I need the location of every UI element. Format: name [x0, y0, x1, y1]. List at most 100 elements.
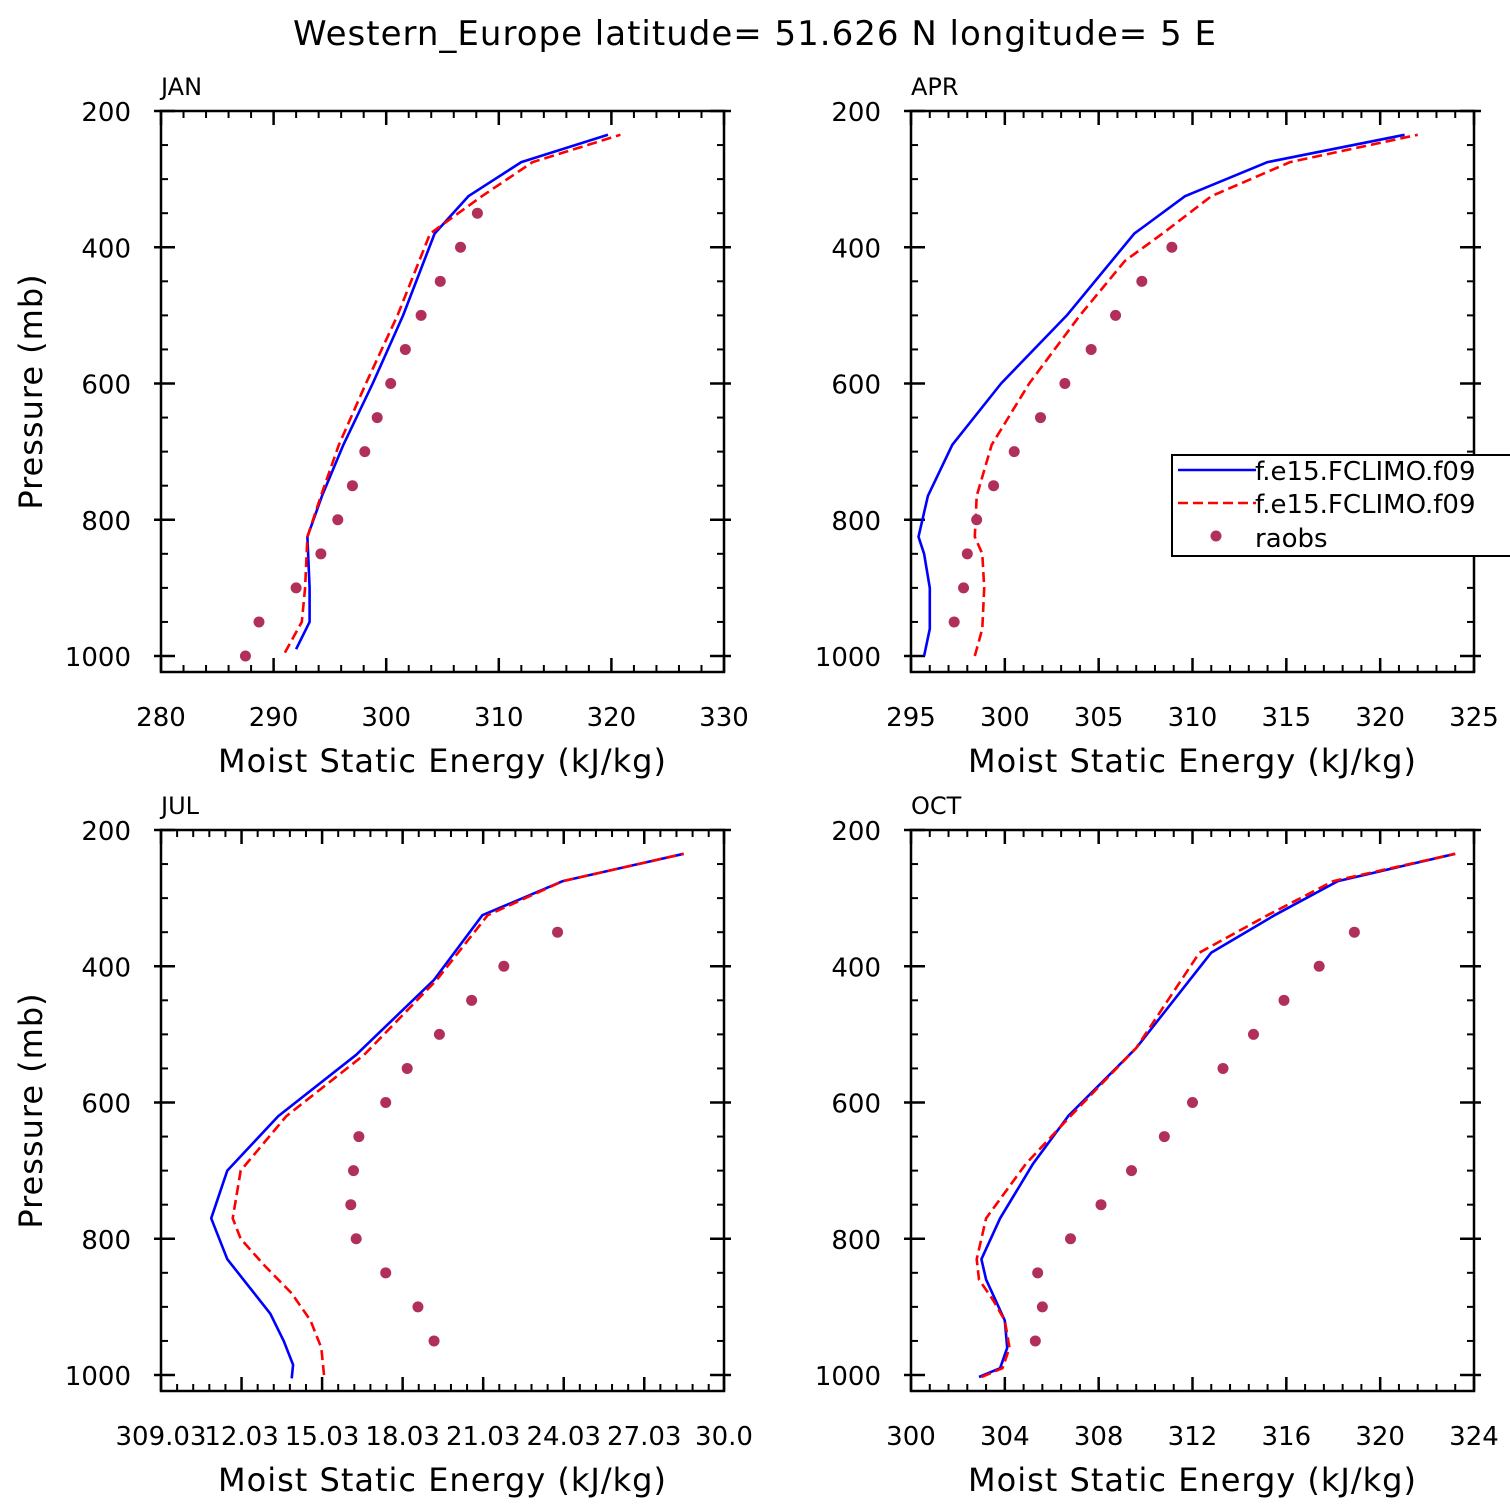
- x-tick-label: 320: [1355, 703, 1405, 733]
- x-tick-label: 280: [136, 703, 186, 733]
- raobs-point: [1313, 960, 1325, 972]
- panel-month-label: OCT: [911, 792, 962, 820]
- y-tick-label: 200: [831, 817, 881, 847]
- raobs-point: [253, 616, 265, 628]
- y-tick-label: 400: [81, 234, 131, 264]
- x-tick-label: 310: [1168, 703, 1218, 733]
- raobs-point: [428, 1335, 440, 1347]
- x-axis-label: Moist Static Energy (kJ/kg): [218, 1461, 667, 1499]
- plot-frame: [159, 109, 726, 674]
- raobs-point: [434, 275, 446, 287]
- x-tick-label: 308: [1074, 1422, 1124, 1452]
- model-series-dashed: [231, 852, 684, 1376]
- x-tick-label: 24.03: [526, 1422, 600, 1452]
- y-tick-label: 400: [831, 953, 881, 983]
- x-tick-label: 295: [886, 703, 936, 733]
- raobs-point: [1217, 1062, 1229, 1074]
- x-tick-label: 324: [1449, 1422, 1499, 1452]
- raobs-point: [350, 1233, 362, 1245]
- raobs-point: [380, 1267, 392, 1279]
- raobs-point: [401, 1062, 413, 1074]
- model-series-dashed: [975, 852, 1456, 1379]
- raobs-point: [552, 926, 564, 938]
- y-tick-label: 600: [831, 1090, 881, 1120]
- model-series-dashed: [283, 133, 621, 654]
- raobs-point: [412, 1301, 424, 1313]
- raobs-point: [471, 207, 483, 219]
- x-tick-label: 312: [1168, 1422, 1218, 1452]
- panel-month-label: APR: [911, 73, 959, 101]
- x-tick-label: 15.03: [285, 1422, 359, 1452]
- x-tick-label: 18.03: [365, 1422, 439, 1452]
- x-tick-label: 309.03: [116, 1422, 207, 1452]
- y-tick-label: 1000: [65, 1362, 131, 1392]
- legend-box: [1171, 454, 1510, 557]
- raobs-point: [290, 582, 302, 594]
- x-tick-label: 30.0: [695, 1422, 753, 1452]
- raobs-point: [948, 616, 960, 628]
- y-tick-label: 1000: [815, 643, 881, 673]
- y-tick-label: 1000: [65, 643, 131, 673]
- raobs-point: [359, 446, 371, 458]
- model-series-dashed: [973, 133, 1418, 657]
- raobs-point: [385, 378, 397, 389]
- panel-jan: JAN 280 290 300 310 320 330 200 400 600 800 1000 Moi…: [12, 73, 749, 780]
- panel-apr: APR 295 300 305 310 315 320 325 200 400 600 800 1000…: [815, 73, 1499, 780]
- panel-month-label: JUL: [159, 792, 200, 820]
- raobs-point: [1065, 1233, 1077, 1245]
- y-tick-label: 600: [831, 371, 881, 401]
- legend-label: raobs: [1255, 524, 1328, 554]
- figure-title: Western_Europe latitude= 51.626 N longit…: [293, 14, 1217, 54]
- x-tick-label: 305: [1074, 703, 1124, 733]
- x-tick-label: 12.03: [204, 1422, 278, 1452]
- raobs-point: [315, 548, 327, 560]
- model-series-solid: [978, 852, 1456, 1379]
- legend-label: f.e15.FCLIMO.f09: [1255, 457, 1475, 487]
- raobs-point: [1136, 275, 1148, 287]
- raobs-point: [971, 514, 983, 526]
- raobs-point: [353, 1131, 365, 1143]
- raobs-point: [1059, 378, 1071, 389]
- x-axis-label: Moist Static Energy (kJ/kg): [968, 742, 1417, 780]
- raobs-point: [415, 309, 427, 321]
- raobs-point: [347, 1165, 359, 1177]
- plot-frame: [909, 828, 1476, 1393]
- x-axis-label: Moist Static Energy (kJ/kg): [968, 1461, 1417, 1499]
- x-tick-label: 304: [980, 1422, 1030, 1452]
- raobs-point: [371, 412, 383, 424]
- raobs-point: [1095, 1199, 1107, 1211]
- panels: JAN 280 290 300 310 320 330 200 400 600 800 1000 Moi…: [12, 73, 1499, 1499]
- raobs-point: [399, 343, 411, 355]
- raobs-point: [1110, 309, 1122, 321]
- y-tick-label: 800: [81, 507, 131, 537]
- y-tick-label: 800: [831, 507, 881, 537]
- model-series-solid: [209, 852, 684, 1379]
- panel-month-label: JAN: [159, 73, 202, 101]
- raobs-point: [498, 960, 510, 972]
- x-tick-label: 21.03: [446, 1422, 520, 1452]
- raobs-point: [958, 582, 970, 594]
- x-tick-label: 300: [361, 703, 411, 733]
- raobs-point: [466, 994, 478, 1006]
- x-tick-label: 315: [1262, 703, 1312, 733]
- raobs-point: [1166, 241, 1178, 253]
- raobs-point: [1126, 1165, 1138, 1177]
- x-tick-label: 27.03: [607, 1422, 681, 1452]
- raobs-point: [1036, 1301, 1048, 1313]
- raobs-point: [433, 1028, 445, 1040]
- x-tick-label: 310: [474, 703, 524, 733]
- y-tick-label: 800: [831, 1226, 881, 1256]
- raobs-point: [1247, 1028, 1259, 1040]
- raobs-point: [1029, 1335, 1041, 1347]
- x-tick-label: 325: [1449, 703, 1499, 733]
- panel-oct: OCT 300 304 308 312 316 320 324 200 400 600 800 1000…: [815, 792, 1499, 1499]
- y-axis-label: Pressure (mb): [12, 992, 50, 1228]
- raobs-point: [1348, 926, 1360, 938]
- y-axis-label: Pressure (mb): [12, 273, 50, 509]
- model-series-solid: [294, 133, 609, 650]
- y-tick-label: 800: [81, 1226, 131, 1256]
- x-tick-label: 330: [699, 703, 749, 733]
- y-tick-label: 400: [81, 953, 131, 983]
- raobs-point: [345, 1199, 357, 1211]
